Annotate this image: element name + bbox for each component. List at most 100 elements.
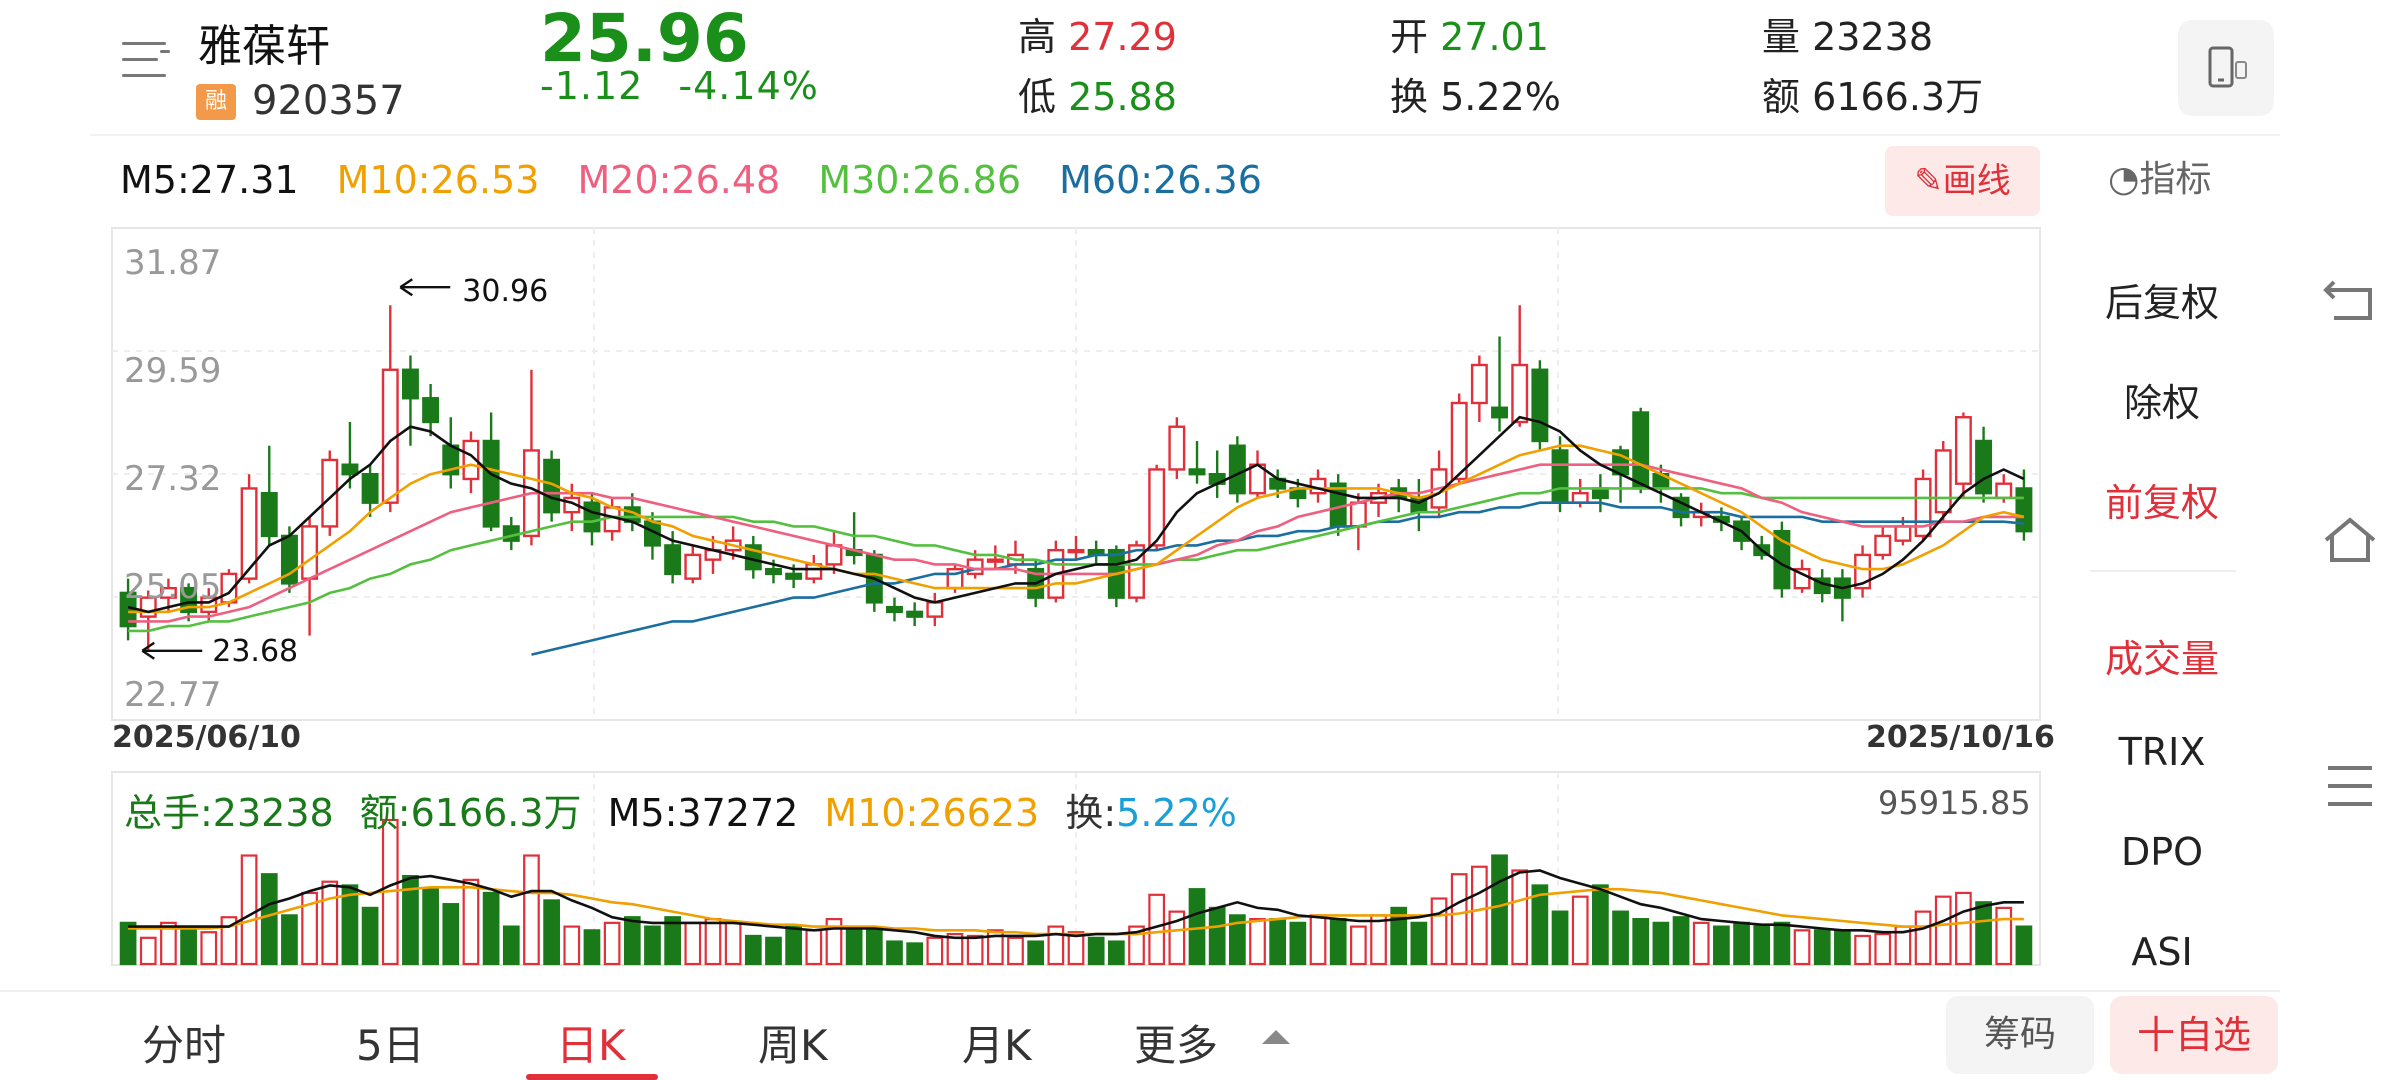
change-percent: -4.14% <box>678 64 819 108</box>
candle-body <box>1349 501 1367 528</box>
volume-bar <box>583 929 601 966</box>
quote-turnover: 换 5.22% <box>1390 75 1561 119</box>
period-tab-bar <box>0 990 2280 1080</box>
volume-bar <box>765 936 782 966</box>
candle-body <box>159 586 177 599</box>
candle-body <box>1450 401 1468 481</box>
volume-bar <box>1228 914 1246 966</box>
quote-volume: 量 23238 <box>1762 15 1933 59</box>
volume-ma10: M10:26623 <box>824 791 1040 835</box>
side-item-ex-rights[interactable]: 除权 <box>2123 381 2200 425</box>
side-item-asi[interactable]: ASI <box>2131 930 2193 966</box>
tab-weekly-k[interactable]: 周K <box>758 1021 828 1070</box>
candle-body <box>1491 406 1508 419</box>
chips-button[interactable]: 筹码 <box>1946 996 2094 1074</box>
tab-daily-k[interactable]: 日K <box>556 1021 626 1070</box>
side-item-pre-adjusted[interactable]: 前复权 <box>2104 481 2219 525</box>
volume-bar <box>1087 936 1105 966</box>
tab-5day[interactable]: 5日 <box>356 1021 425 1070</box>
volume-bar <box>1733 921 1750 966</box>
candle-body <box>1551 449 1569 504</box>
volume-bar <box>523 854 540 966</box>
volume-bar <box>1995 906 2013 966</box>
volume-bar <box>139 936 157 966</box>
ma20-line <box>128 463 2024 623</box>
candle-body <box>321 458 339 528</box>
candle-body <box>684 553 702 580</box>
volume-bar <box>341 884 359 966</box>
candle-body <box>361 473 379 504</box>
kline-chart[interactable]: 31.87 29.59 27.32 25.05 22.77 30.96 23.68 <box>0 0 2060 990</box>
recent-apps-icon[interactable] <box>2320 756 2380 816</box>
volume-bar <box>623 916 641 966</box>
side-divider <box>2090 570 2236 572</box>
landscape-toggle-button[interactable] <box>2178 20 2274 116</box>
volume-bar <box>260 873 278 966</box>
ma60-legend: M60:26.36 <box>1059 158 1262 202</box>
candle-body <box>886 605 903 614</box>
quote-high: 高 27.29 <box>1018 15 1177 59</box>
volume-bar <box>1208 906 1226 966</box>
candle-body <box>1975 439 1993 495</box>
pencil-icon: ✎ <box>1914 161 1943 201</box>
volume-bar <box>1450 873 1468 966</box>
volume-bar <box>462 878 480 966</box>
tab-monthly-k[interactable]: 月K <box>962 1021 1032 1070</box>
volume-bar <box>906 942 924 966</box>
caret-up-icon[interactable] <box>1262 1030 1290 1044</box>
side-item-post-adjusted[interactable]: 后复权 <box>2104 281 2219 325</box>
home-icon[interactable] <box>2320 510 2380 570</box>
candle-body <box>785 572 803 580</box>
candle-body <box>301 525 319 580</box>
volume-bar <box>1874 932 1892 966</box>
volume-bar <box>1289 921 1307 966</box>
y-axis-tick-label: 31.87 <box>124 243 221 283</box>
volume-bar <box>482 891 500 966</box>
candle-body <box>1470 363 1488 405</box>
back-icon[interactable] <box>2320 270 2380 330</box>
volume-bar <box>1914 910 1932 966</box>
volume-bar <box>1632 918 1650 966</box>
menu-list-icon[interactable] <box>112 38 172 90</box>
candle-body <box>1148 468 1166 547</box>
volume-bar <box>1551 910 1569 966</box>
candle-body <box>825 544 843 566</box>
volume-bar <box>664 916 681 966</box>
volume-bar <box>1047 925 1065 966</box>
indicator-button[interactable]: ◔指标 <box>2108 159 2212 200</box>
volume-bar <box>1773 921 1791 966</box>
volume-bar <box>1854 934 1871 966</box>
candle-body <box>1168 425 1186 471</box>
ma5-line <box>127 415 2025 614</box>
volume-bar <box>321 880 339 966</box>
volume-ma5: M5:37272 <box>607 791 799 835</box>
tab-more[interactable]: 更多 <box>1134 1021 1219 1070</box>
volume-bar <box>926 936 944 966</box>
candle-body <box>1854 553 1872 590</box>
candle-body <box>1874 534 1892 557</box>
low-marker-arrow <box>141 641 203 660</box>
volume-bar <box>1148 893 1166 966</box>
volume-bar <box>1410 921 1428 966</box>
add-favorite-button[interactable]: 十自选 <box>2110 996 2278 1074</box>
ma30-legend: M30:26.86 <box>818 158 1022 202</box>
volume-bar <box>684 921 702 966</box>
draw-line-button[interactable]: ✎画线 <box>1885 146 2040 216</box>
volume-bar <box>805 929 823 966</box>
volume-bar <box>1329 918 1347 966</box>
volume-bar <box>1349 925 1367 966</box>
candle-body <box>1067 548 1085 554</box>
quote-amount-value: 6166.3万 <box>1812 75 1984 119</box>
volume-bar <box>1531 884 1549 966</box>
volume-amount: 额:6166.3万 <box>359 791 582 835</box>
side-item-dpo[interactable]: DPO <box>2120 830 2204 874</box>
volume-bar <box>1713 925 1730 966</box>
volume-bar <box>785 925 803 966</box>
volume-bar <box>1269 918 1287 966</box>
phone-icon <box>2208 46 2247 88</box>
volume-bar <box>1491 854 1508 966</box>
candle-body <box>1632 411 1650 490</box>
side-item-volume[interactable]: 成交量 <box>2104 637 2219 681</box>
side-item-trix[interactable]: TRIX <box>2118 730 2206 774</box>
tab-intraday[interactable]: 分时 <box>142 1021 227 1070</box>
